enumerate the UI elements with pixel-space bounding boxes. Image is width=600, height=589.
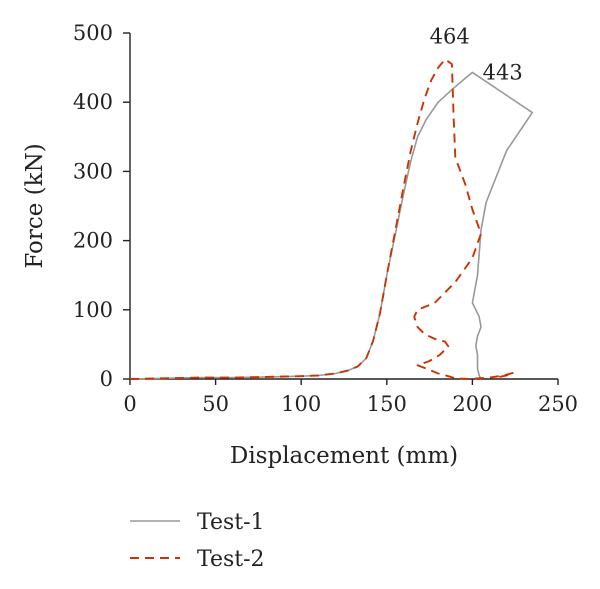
annotation-layer: 464 443 — [430, 24, 523, 84]
peak-annotation: 464 — [430, 24, 470, 48]
series-layer — [129, 58, 534, 380]
x-tick-label: 150 — [367, 392, 407, 416]
series-line-test-1 — [129, 71, 534, 380]
ticks: 0 50 100 150 200 250 0 100 200 300 400 500 — [73, 21, 578, 416]
x-axis-title: Displacement (mm) — [230, 443, 458, 469]
legend: Test-1 Test-2 — [130, 510, 265, 572]
legend-label-test-2: Test-2 — [197, 547, 265, 572]
y-tick-label: 200 — [73, 229, 113, 253]
x-tick-label: 100 — [281, 392, 321, 416]
x-tick-label: 250 — [538, 392, 578, 416]
x-tick-label: 0 — [123, 392, 136, 416]
y-tick-label: 400 — [73, 90, 113, 114]
axes — [129, 33, 558, 380]
y-axis-title: Force (kN) — [22, 143, 48, 268]
legend-label-test-1: Test-1 — [197, 510, 265, 535]
peak-annotation: 443 — [483, 60, 523, 84]
x-tick-label: 50 — [202, 392, 229, 416]
y-tick-label: 100 — [73, 298, 113, 322]
x-tick-label: 200 — [452, 392, 492, 416]
y-tick-label: 0 — [100, 367, 113, 391]
series-line-test-2 — [129, 58, 515, 380]
y-tick-label: 500 — [73, 21, 113, 45]
y-tick-label: 300 — [73, 159, 113, 183]
